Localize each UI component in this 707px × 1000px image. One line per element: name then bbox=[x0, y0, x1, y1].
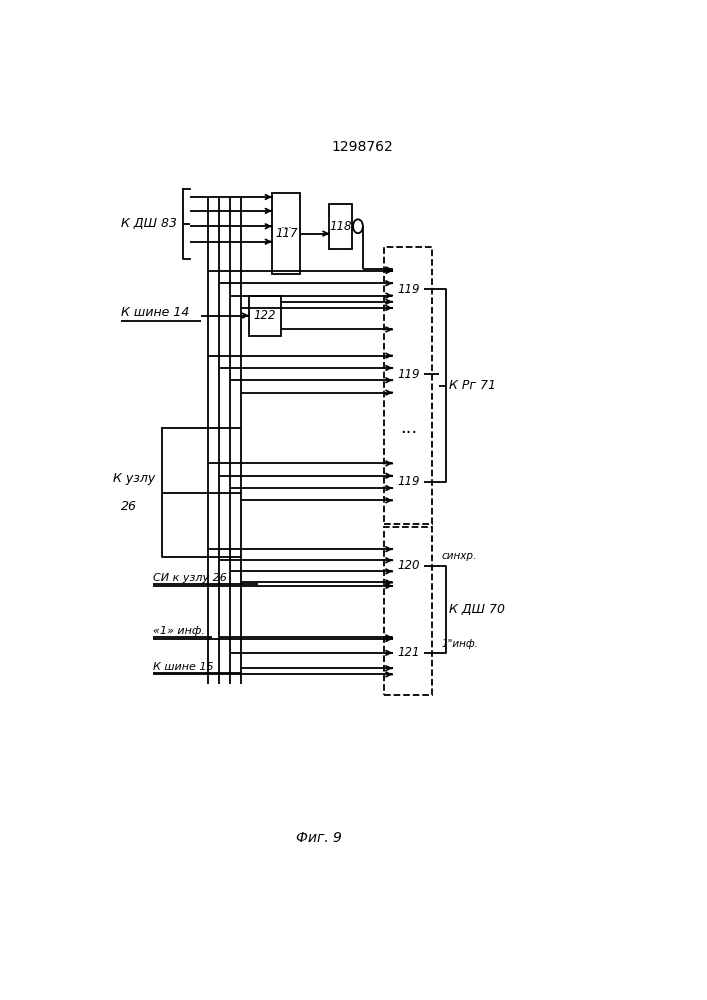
Text: К ДШ 83: К ДШ 83 bbox=[122, 217, 177, 230]
Bar bbox=[272, 193, 300, 274]
Bar bbox=[392, 259, 424, 320]
Text: 118: 118 bbox=[329, 220, 352, 233]
Text: 117: 117 bbox=[275, 227, 298, 240]
Text: К шине 15: К шине 15 bbox=[153, 662, 214, 672]
Bar bbox=[249, 296, 281, 336]
Text: СИ к узлу 26: СИ к узлу 26 bbox=[153, 573, 227, 583]
Bar bbox=[392, 451, 424, 513]
Bar bbox=[392, 622, 424, 684]
Bar bbox=[385, 527, 433, 695]
Text: К шине 14: К шине 14 bbox=[122, 306, 189, 319]
Text: «1» инф.: «1» инф. bbox=[153, 626, 205, 636]
Bar bbox=[329, 204, 353, 249]
Text: К узлу: К узлу bbox=[113, 472, 156, 485]
Bar bbox=[392, 343, 424, 405]
Text: 122: 122 bbox=[254, 309, 276, 322]
Text: 26: 26 bbox=[122, 500, 137, 513]
Bar bbox=[392, 538, 424, 594]
Text: 119: 119 bbox=[397, 368, 420, 381]
Text: синхр.: синхр. bbox=[442, 551, 477, 561]
Bar bbox=[385, 247, 433, 524]
Text: К Рг 71: К Рг 71 bbox=[449, 379, 496, 392]
Text: Фиг. 9: Фиг. 9 bbox=[296, 831, 341, 845]
Text: 120: 120 bbox=[397, 559, 420, 572]
Text: 119: 119 bbox=[397, 475, 420, 488]
Text: К ДШ 70: К ДШ 70 bbox=[449, 603, 505, 616]
Text: 1298762: 1298762 bbox=[332, 140, 393, 154]
Text: 119: 119 bbox=[397, 283, 420, 296]
Text: 1"инф.: 1"инф. bbox=[442, 639, 479, 649]
Text: ...: ... bbox=[399, 419, 417, 437]
Text: 121: 121 bbox=[397, 646, 420, 659]
Text: ...: ... bbox=[280, 218, 292, 231]
